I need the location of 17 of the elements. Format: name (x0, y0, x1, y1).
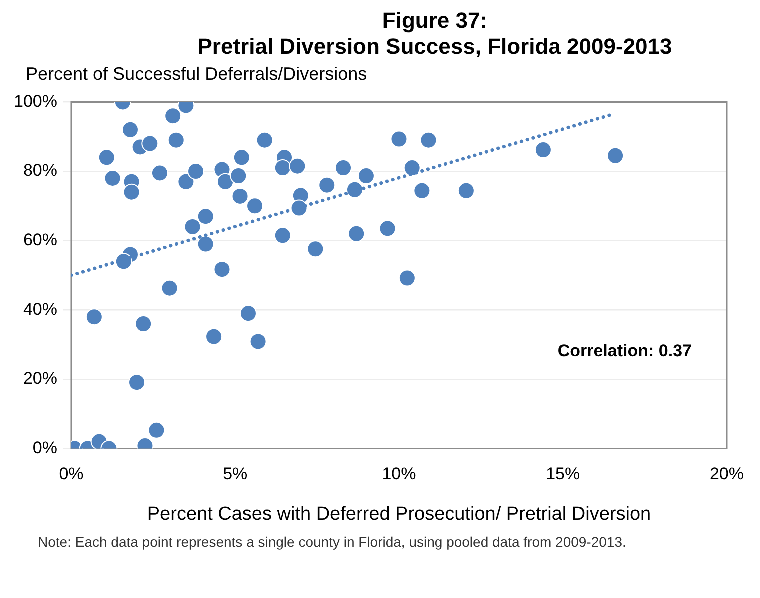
y-axis-title: Percent of Successful Deferrals/Diversions (26, 64, 368, 86)
y-tick-label: 80% (23, 161, 58, 180)
x-tick-label: 5% (223, 464, 248, 484)
x-tick-label: 15% (546, 464, 580, 484)
y-tick-label: 40% (23, 300, 58, 319)
x-tick-label: 20% (710, 464, 744, 484)
text: Note: Each data point represents a single county in Florida, using pooled data from 2009-2013. (38, 534, 628, 550)
x-axis-title: Percent Cases with Deferred Prosecution/ Pretrial Diversion (147, 504, 652, 525)
y-tick-label: 60% (23, 230, 58, 250)
annotation: Correlation: 0.37 (558, 341, 692, 360)
y-tick-label: 20% (23, 369, 58, 388)
y-tick-label: 0% (32, 438, 58, 458)
chart-title: Figure 37: (381, 8, 489, 34)
x-tick-label: 0% (59, 464, 84, 484)
chart-subtitle: Pretrial Diversion Success, Florida 2009-2013 (196, 34, 674, 60)
y-tick-label: 100% (14, 92, 58, 111)
x-tick-label: 10% (382, 464, 416, 484)
